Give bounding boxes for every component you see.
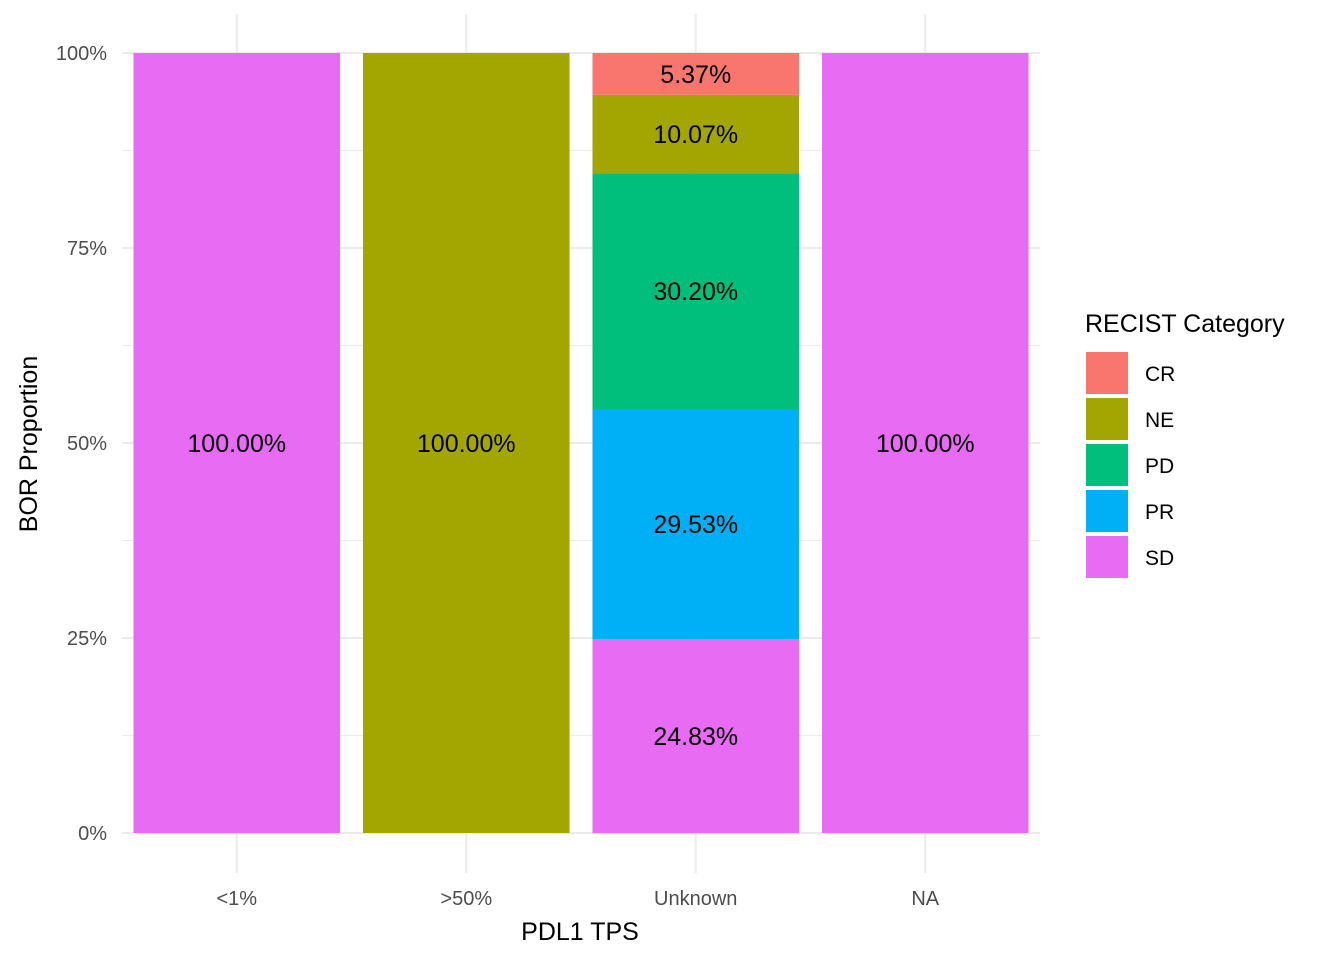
legend-label: PR — [1145, 501, 1174, 524]
y-tick-label: 0% — [78, 823, 107, 845]
legend-title: RECIST Category — [1085, 310, 1285, 338]
bar-value-label: 10.07% — [653, 121, 738, 149]
legend-label: PD — [1145, 455, 1174, 478]
bar-segment — [592, 639, 800, 833]
bar-segment — [592, 53, 800, 95]
x-tick-label: Unknown — [654, 888, 737, 910]
bar-labels: 100.00% 100.00% 24.83% 29.53% 30.20% 10.07% 5.… — [187, 61, 974, 751]
bar-segment — [592, 408, 800, 640]
legend-swatch — [1086, 444, 1128, 486]
x-tick-label: <1% — [216, 888, 257, 910]
x-axis-ticks: <1% >50% Unknown NA — [216, 888, 939, 910]
y-axis-ticks: 0% 25% 50% 75% 100% — [56, 43, 107, 845]
x-axis-title: PDL1 TPS — [521, 918, 639, 946]
y-axis-title: BOR Proportion — [15, 356, 43, 532]
x-tick-label: NA — [911, 888, 939, 910]
bar-segment — [592, 94, 800, 174]
y-tick-label: 25% — [67, 628, 107, 650]
y-tick-label: 75% — [67, 238, 107, 260]
bar-segment — [821, 53, 1029, 833]
bar-value-label: 30.20% — [653, 278, 738, 306]
x-tick-label: >50% — [440, 888, 492, 910]
y-tick-label: 50% — [67, 433, 107, 455]
legend-swatch — [1086, 490, 1128, 532]
bar-segment — [133, 53, 341, 833]
bar-value-label: 100.00% — [876, 430, 975, 458]
bar-segment — [362, 53, 570, 833]
bar-value-label: 100.00% — [417, 430, 516, 458]
legend-label: SD — [1145, 547, 1174, 570]
bar-segment — [592, 173, 800, 409]
legend-swatch — [1086, 398, 1128, 440]
bar-value-label: 24.83% — [653, 723, 738, 751]
bar-value-label: 100.00% — [187, 430, 286, 458]
legend-swatch — [1086, 352, 1128, 394]
legend-swatch — [1086, 536, 1128, 578]
bars — [133, 53, 1029, 833]
legend: RECIST Category CR NE PD PR SD — [1085, 310, 1285, 578]
legend-label: NE — [1145, 409, 1174, 432]
bar-value-label: 5.37% — [660, 61, 731, 89]
legend-items: CR NE PD PR SD — [1086, 352, 1175, 578]
legend-label: CR — [1145, 363, 1175, 386]
y-tick-label: 100% — [56, 43, 107, 65]
bar-value-label: 29.53% — [653, 511, 738, 539]
